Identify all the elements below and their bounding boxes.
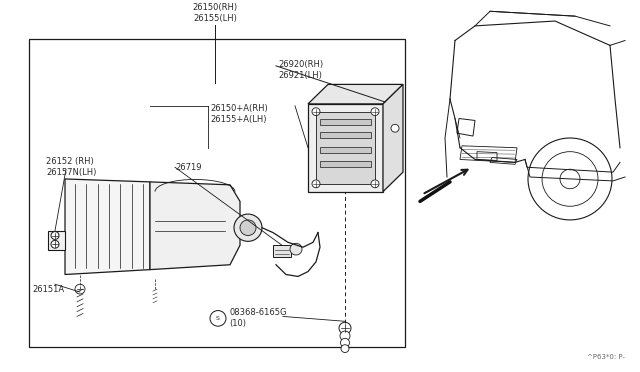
Circle shape	[240, 220, 256, 235]
Text: ^P63*0: P-: ^P63*0: P-	[587, 354, 625, 360]
Polygon shape	[308, 104, 383, 192]
Circle shape	[340, 339, 349, 347]
Circle shape	[234, 214, 262, 241]
Polygon shape	[150, 182, 240, 270]
Circle shape	[75, 284, 85, 294]
Circle shape	[290, 243, 302, 255]
Text: 26152 (RH)
26157N(LH): 26152 (RH) 26157N(LH)	[46, 157, 97, 177]
Bar	[320, 147, 371, 153]
Text: S: S	[216, 316, 220, 321]
Text: 26920(RH)
26921(LH): 26920(RH) 26921(LH)	[278, 60, 323, 80]
Polygon shape	[308, 84, 403, 104]
Bar	[316, 112, 375, 184]
Circle shape	[312, 180, 320, 188]
Polygon shape	[65, 179, 150, 275]
Circle shape	[339, 322, 351, 334]
Circle shape	[371, 180, 379, 188]
Circle shape	[210, 311, 226, 326]
Text: 26719: 26719	[175, 163, 202, 172]
Bar	[320, 119, 371, 125]
Bar	[320, 132, 371, 138]
Circle shape	[371, 108, 379, 116]
Circle shape	[340, 331, 350, 341]
Bar	[320, 161, 371, 167]
Bar	[29, 39, 405, 347]
Circle shape	[51, 240, 59, 248]
Text: 08368-6165G
(10): 08368-6165G (10)	[229, 308, 287, 328]
Circle shape	[51, 232, 59, 240]
Polygon shape	[273, 245, 291, 257]
Text: 26151A: 26151A	[32, 285, 64, 294]
Text: 26150+A(RH)
26155+A(LH): 26150+A(RH) 26155+A(LH)	[210, 103, 268, 124]
Polygon shape	[383, 84, 403, 192]
Circle shape	[391, 124, 399, 132]
Circle shape	[312, 108, 320, 116]
Polygon shape	[48, 231, 65, 250]
Circle shape	[341, 345, 349, 353]
Text: 26150(RH)
26155(LH): 26150(RH) 26155(LH)	[193, 3, 237, 23]
